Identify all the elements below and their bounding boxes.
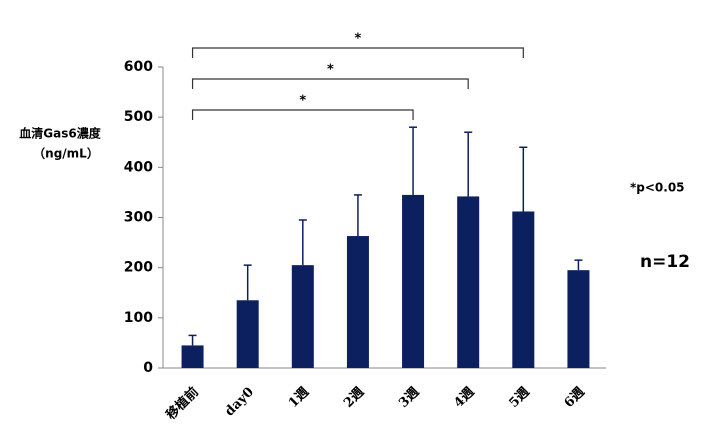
bar — [402, 194, 425, 368]
x-tick-label: day0 — [222, 385, 257, 420]
bar — [457, 196, 480, 368]
y-tick-label: 0 — [143, 360, 153, 376]
y-axis-label: 血清Gas6濃度 — [19, 126, 101, 141]
bar — [181, 345, 204, 368]
significance-label: * — [327, 63, 334, 78]
x-tick-label: 4週 — [451, 385, 477, 411]
significance-label: * — [299, 94, 306, 109]
annotation: *p<0.05 — [630, 181, 685, 195]
bar — [346, 236, 369, 368]
y-tick-label: 100 — [124, 310, 153, 326]
significance-bracket — [191, 47, 524, 58]
y-tick-label: 600 — [124, 59, 153, 75]
y-tick-label: 500 — [124, 109, 153, 125]
y-axis-label: （ng/mL） — [33, 146, 99, 161]
x-tick-label: 6週 — [562, 385, 588, 411]
x-tick-label: 5週 — [506, 385, 532, 411]
bar — [236, 300, 259, 368]
bar — [512, 211, 535, 368]
x-tick-label: 1週 — [286, 385, 312, 411]
y-tick-label: 200 — [124, 260, 153, 276]
x-tick-label: 移植前 — [163, 384, 202, 423]
y-tick-label: 300 — [124, 210, 153, 226]
annotation: n=12 — [640, 252, 690, 272]
significance-bracket — [191, 78, 469, 89]
x-tick-label: 2週 — [341, 385, 367, 411]
significance-label: * — [355, 32, 362, 47]
y-tick-label: 400 — [124, 159, 153, 175]
x-tick-label: 3週 — [396, 385, 422, 411]
significance-bracket — [191, 109, 414, 120]
bar — [291, 265, 314, 368]
bar — [567, 270, 590, 368]
